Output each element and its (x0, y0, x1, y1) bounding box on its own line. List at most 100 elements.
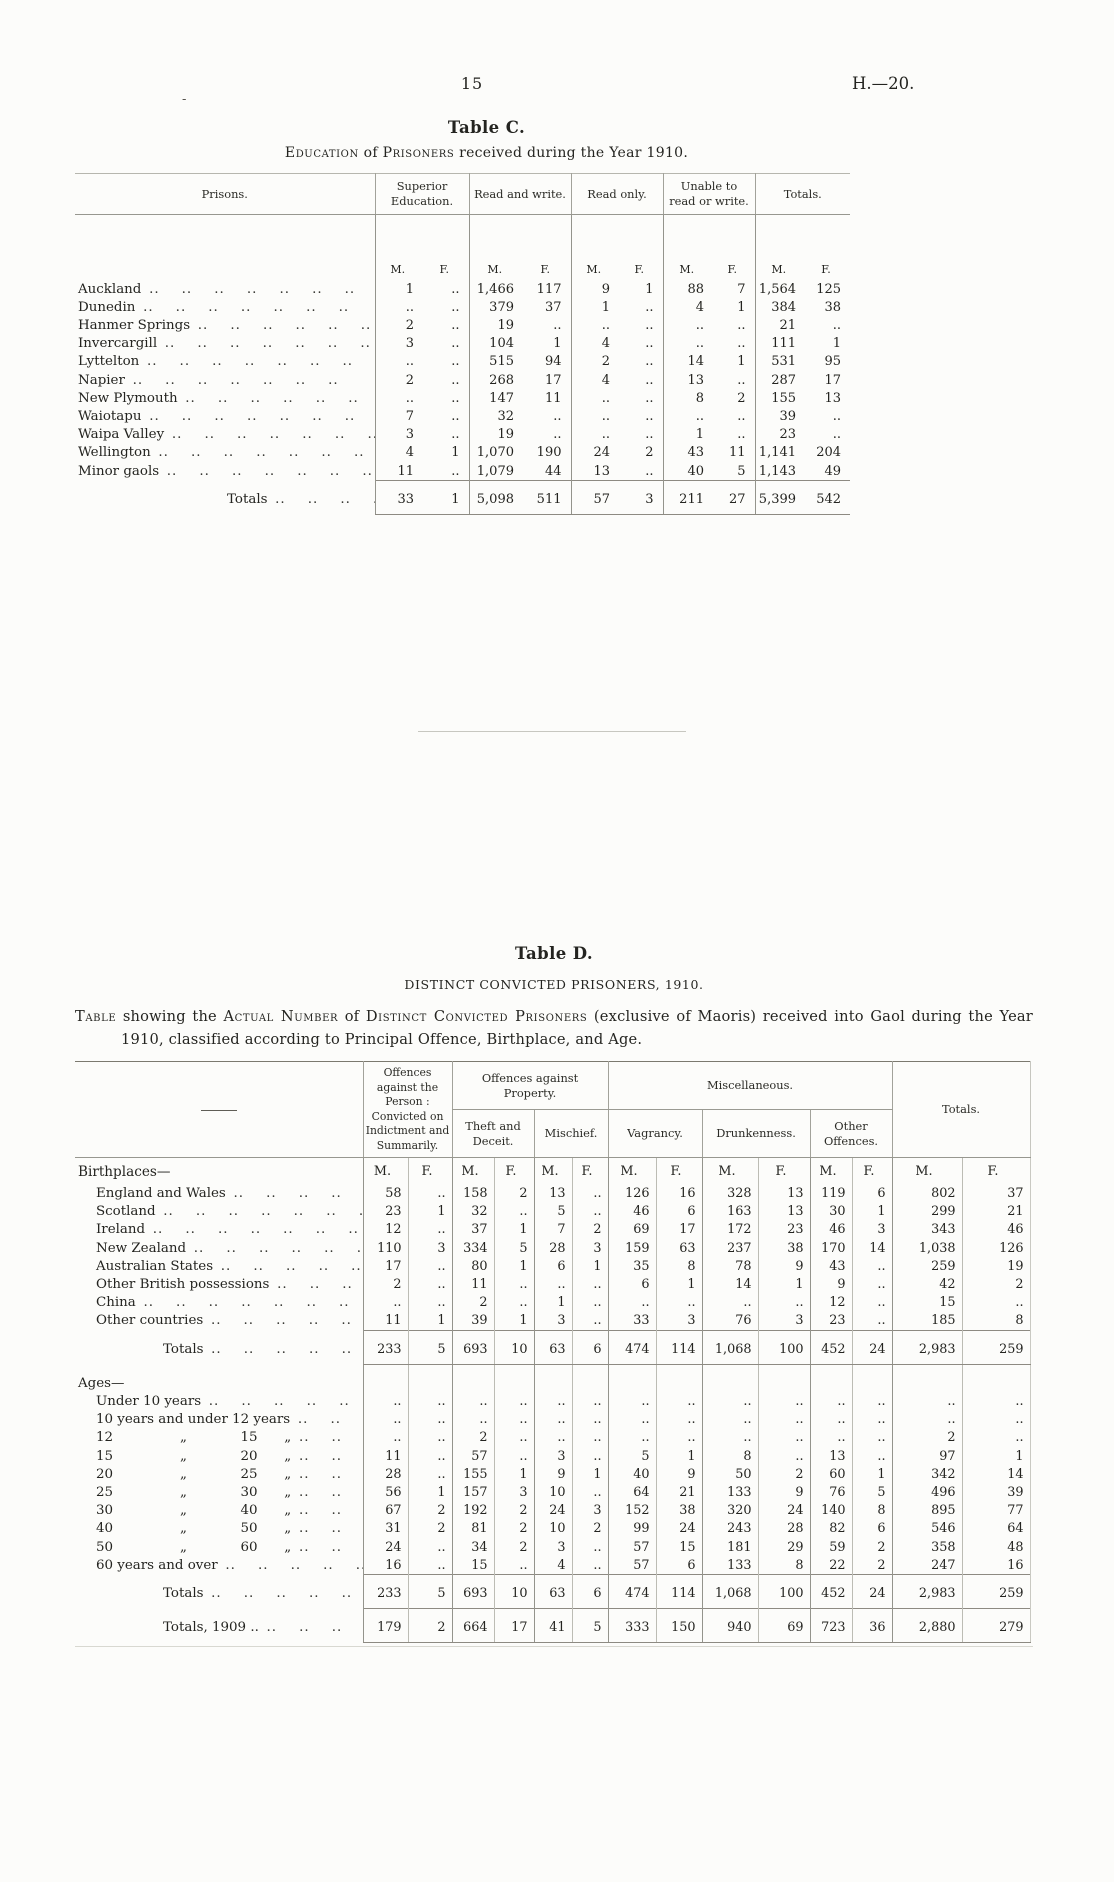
value-cell: .. (961, 1293, 1031, 1312)
value-cell: 1 (645, 281, 654, 297)
value-cell: 170 (809, 1239, 853, 1258)
value-cell: .. (451, 427, 460, 443)
value-cell: 4 (570, 371, 619, 390)
value-cell: 1 (423, 480, 469, 516)
value-cell: F. (655, 1157, 703, 1185)
value-cell: F. (540, 263, 550, 277)
value-cell: 4 (374, 443, 423, 462)
value-cell: 24 (757, 1501, 811, 1520)
value-cell: 60 (809, 1465, 853, 1484)
value-cell: M. (809, 1157, 853, 1185)
value-cell: 13 (757, 1184, 811, 1203)
table-bottom-rule (75, 1646, 1033, 1648)
value-cell: 2 (493, 1184, 535, 1203)
value-cell: 43 (809, 1257, 853, 1276)
value-cell: 155 (451, 1465, 495, 1484)
value-cell: .. (737, 409, 746, 424)
row-label: Birthplaces— (78, 1164, 171, 1181)
value-cell: .. (374, 298, 423, 317)
value-cell: .. (493, 1410, 535, 1429)
value-cell: 299 (891, 1202, 963, 1221)
value-cell: .. (645, 427, 654, 443)
sex-header-row: M. F. M. F. M. F. M. F. M. F. (75, 214, 850, 281)
value-cell (701, 1364, 759, 1393)
value-cell: 515 (468, 352, 523, 372)
value-cell: 76 (701, 1311, 759, 1331)
description-text: showing the (116, 1008, 224, 1025)
value-cell: 2 (737, 390, 746, 406)
value-cell: 39 (451, 1311, 495, 1331)
col-header-drunkenness: Drunkenness. (701, 1109, 811, 1159)
table-row: Other British possessions2..11......6114… (75, 1275, 1031, 1294)
value-cell: 1 (493, 1465, 535, 1484)
value-cell: 33 (607, 1311, 657, 1331)
value-cell: 474 (607, 1574, 657, 1609)
value-cell: 2,880 (891, 1608, 963, 1644)
value-cell: .. (533, 1275, 573, 1294)
value-cell: .. (553, 318, 562, 334)
value-cell: 5 (571, 1608, 609, 1644)
value-cell: 6 (533, 1257, 573, 1276)
value-cell: .. (362, 1428, 408, 1448)
value-cell: F. (439, 263, 449, 277)
value-cell: 57 (607, 1537, 657, 1557)
value-cell: .. (571, 1483, 609, 1502)
leader-dots (226, 1186, 363, 1201)
value-cell: .. (493, 1293, 535, 1312)
value-cell: .. (607, 1392, 657, 1411)
value-cell: .. (493, 1556, 535, 1575)
value-cell: 16 (961, 1556, 1031, 1575)
value-cell: 3 (851, 1220, 893, 1240)
value-cell: 56 (362, 1483, 408, 1502)
value-cell: .. (645, 299, 654, 315)
value-cell: 126 (607, 1184, 657, 1203)
table-row: 12 „ 15 „....2..................2.. (75, 1428, 1031, 1448)
value-cell: 38 (655, 1501, 703, 1520)
value-cell: 1 (553, 336, 562, 352)
value-cell: 46 (961, 1220, 1031, 1240)
value-cell: 192 (451, 1501, 495, 1520)
value-cell: 24 (851, 1574, 893, 1609)
value-cell: 69 (757, 1608, 811, 1644)
table-d-section: Table D. DISTINCT CONVICTED PRISONERS, 1… (75, 944, 1033, 1648)
row-label: Other British possessions (75, 1275, 363, 1293)
value-cell: .. (961, 1410, 1031, 1429)
value-cell: 328 (701, 1184, 759, 1203)
value-cell: 24 (362, 1537, 408, 1557)
value-cell: 1 (451, 445, 460, 461)
value-cell: F. (493, 1157, 535, 1185)
value-cell: 802 (891, 1184, 963, 1203)
value-cell: 94 (544, 354, 562, 370)
value-cell: 17 (655, 1220, 703, 1240)
value-cell: 88 (662, 280, 713, 299)
value-cell: .. (645, 354, 654, 370)
value-cell: 150 (655, 1608, 703, 1644)
row-label: 60 years and over (75, 1556, 363, 1575)
value-cell: 140 (809, 1501, 853, 1520)
value-cell: .. (737, 372, 746, 388)
leader-dots (267, 492, 375, 507)
value-cell: 14 (701, 1275, 759, 1294)
value-cell: .. (570, 316, 619, 335)
value-cell: .. (451, 281, 460, 297)
value-cell: 247 (891, 1556, 963, 1575)
subtitle-word: of (358, 145, 383, 161)
value-cell: .. (851, 1447, 893, 1466)
value-cell: 5 (737, 463, 746, 479)
value-cell: 31 (362, 1519, 408, 1538)
value-cell: .. (655, 1293, 703, 1312)
value-cell (757, 1364, 811, 1393)
value-cell: .. (607, 1293, 657, 1312)
leader-dots (139, 354, 353, 369)
value-cell: .. (662, 316, 713, 335)
value-cell: 259 (891, 1257, 963, 1276)
value-cell: 1 (655, 1275, 703, 1294)
value-cell: .. (571, 1202, 609, 1221)
value-cell: .. (851, 1257, 893, 1276)
value-cell: 2 (570, 352, 619, 372)
value-cell: 133 (701, 1483, 759, 1502)
leader-dots (291, 1485, 363, 1500)
value-cell: 36 (851, 1608, 893, 1644)
